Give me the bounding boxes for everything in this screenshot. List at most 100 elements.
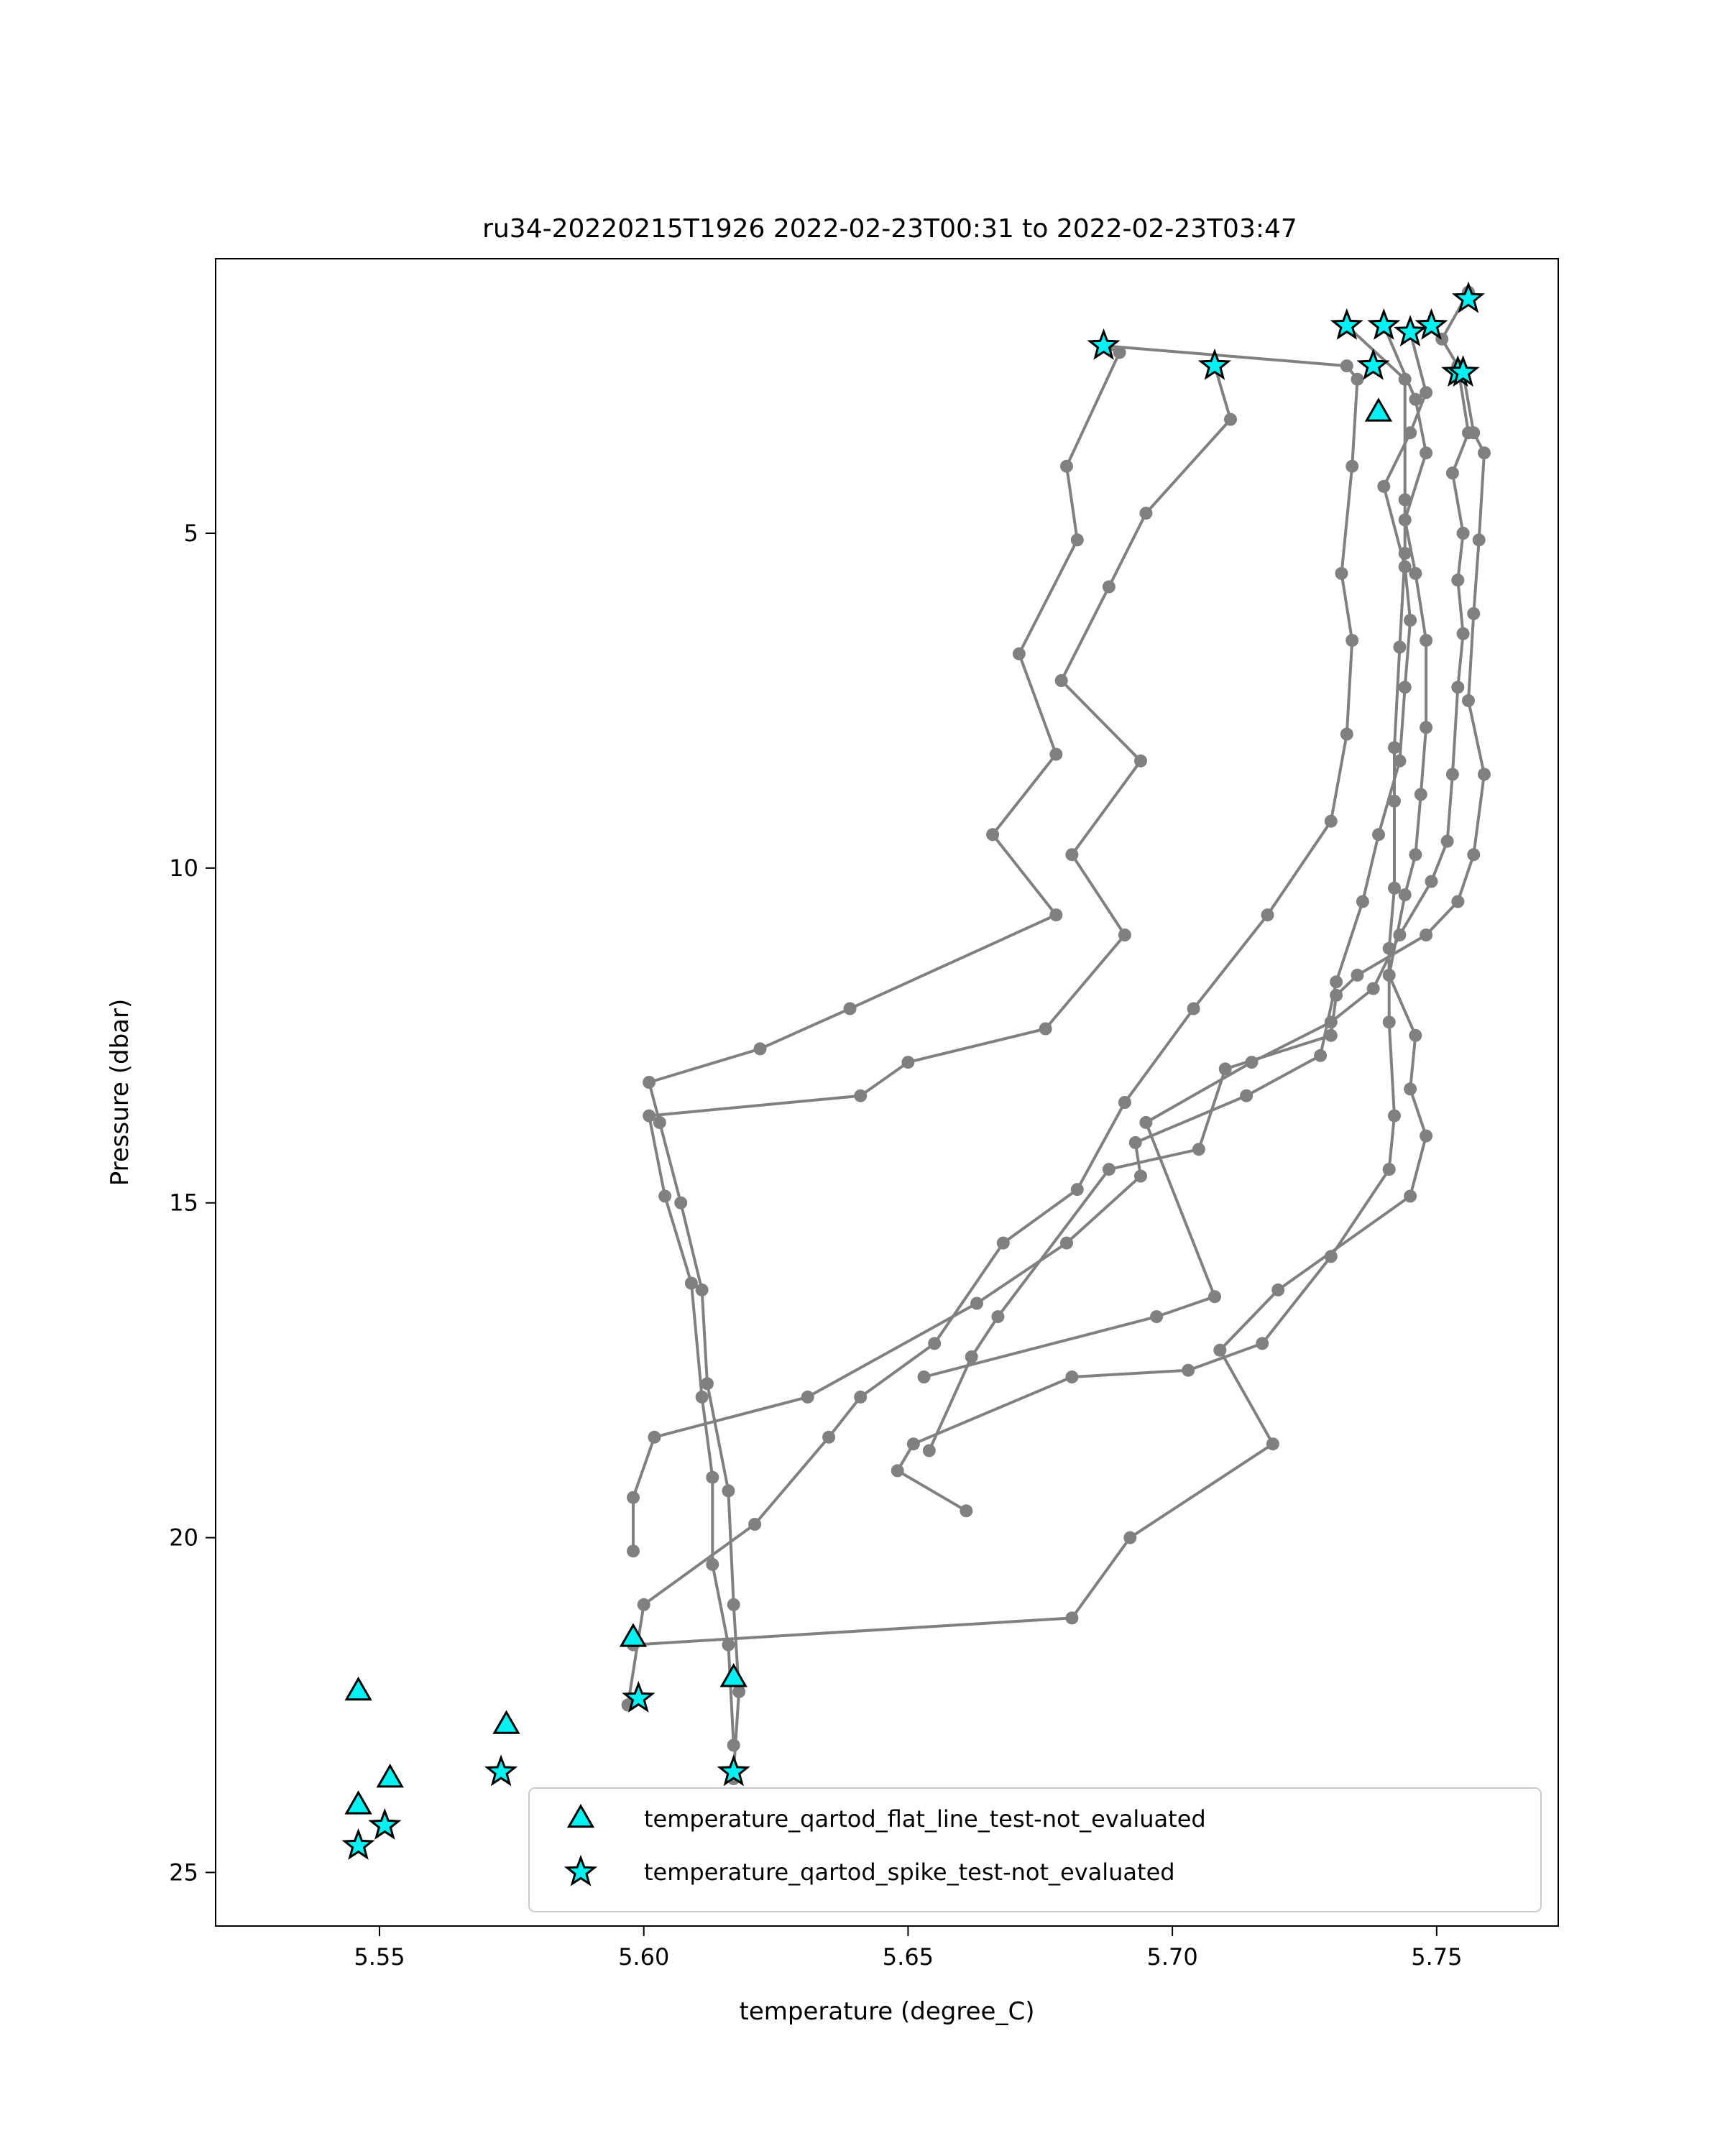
profile-point — [1224, 413, 1237, 426]
profile-point — [732, 1685, 746, 1698]
profile-point — [1054, 674, 1068, 687]
profile-point — [1314, 1049, 1328, 1062]
profile-point — [1182, 1363, 1195, 1377]
legend-star-icon — [564, 1854, 598, 1886]
profile-point — [748, 1518, 762, 1531]
y-tick-label: 20 — [169, 1524, 198, 1552]
profile-point — [1388, 1109, 1401, 1123]
profile-point — [643, 1076, 656, 1089]
profile-point — [1398, 888, 1412, 902]
profile-point — [1113, 346, 1126, 359]
profile-point — [965, 1350, 978, 1363]
legend-marker-star — [564, 1854, 598, 1886]
profile-line-4 — [896, 324, 1407, 1513]
chart-title: ru34-20220215T1926 2022-02-23T00:31 to 2… — [482, 214, 1297, 244]
profile-point — [1118, 929, 1131, 941]
profile-point — [1065, 1611, 1079, 1625]
profile-point — [1467, 426, 1481, 440]
profile-point — [1451, 895, 1465, 908]
profile-point — [854, 1390, 868, 1404]
spike-marker — [1394, 315, 1427, 347]
profile-point — [1388, 794, 1401, 808]
profile-point — [674, 1196, 688, 1210]
profile-point — [1123, 1531, 1137, 1544]
profile-point — [1356, 895, 1369, 908]
profile-point — [1456, 627, 1470, 640]
profile-point — [801, 1390, 814, 1404]
spike-marker — [484, 1754, 518, 1787]
profile-point — [1324, 814, 1338, 828]
profile-point — [1240, 1089, 1254, 1102]
profile-point — [1139, 1115, 1153, 1129]
profile-point — [1065, 848, 1079, 862]
flat-line-marker — [344, 1790, 372, 1815]
profile-point — [1256, 1337, 1269, 1350]
spike-marker — [341, 1828, 375, 1860]
plot-frame — [215, 258, 1559, 1927]
spike-marker — [1451, 281, 1486, 313]
flat-line-marker — [719, 1663, 748, 1687]
profile-point — [637, 1598, 650, 1611]
profile-point — [722, 1484, 735, 1498]
flat-line-marker — [492, 1710, 520, 1734]
profile-point — [901, 1056, 915, 1069]
profile-point — [643, 1109, 656, 1123]
profile-point — [653, 1115, 666, 1129]
profile-point — [960, 1504, 973, 1518]
flat-line-marker — [376, 1764, 404, 1788]
profile-point — [1404, 1082, 1417, 1096]
profile-point — [1012, 647, 1026, 660]
profile-point — [1445, 466, 1459, 480]
profile-point — [1393, 754, 1407, 768]
profile-point — [1398, 681, 1412, 694]
legend-marker-triangle — [566, 1803, 595, 1828]
profile-point — [1366, 982, 1380, 995]
profile-point — [1049, 747, 1063, 761]
profile-point — [1404, 1189, 1417, 1203]
spike-marker — [1367, 308, 1401, 340]
x-tick-label: 5.65 — [883, 1943, 934, 1971]
profile-point — [1340, 727, 1353, 741]
spike-marker — [368, 1807, 402, 1840]
legend: temperature_qartod_flat_line_test-not_ev… — [528, 1787, 1542, 1912]
profile-point — [727, 1738, 740, 1752]
spike-marker — [1356, 348, 1390, 380]
y-tick-label: 10 — [169, 854, 198, 882]
profile-point — [891, 1464, 904, 1478]
profile-point — [1451, 573, 1465, 587]
profile-point — [1388, 741, 1401, 755]
profile-point — [1409, 1028, 1422, 1042]
plot-area — [341, 281, 1491, 1860]
profile-point — [1372, 828, 1385, 842]
profile-point — [1139, 507, 1153, 520]
profile-point — [658, 1189, 672, 1203]
profile-point — [986, 828, 1000, 842]
profile-point — [1039, 1022, 1052, 1036]
spike-marker — [1446, 355, 1480, 387]
profile-point — [1266, 1437, 1279, 1451]
y-tick-label: 5 — [184, 520, 198, 547]
legend-box — [528, 1787, 1542, 1912]
x-axis-label: temperature (degree_C) — [740, 1997, 1035, 2026]
profile-line-1 — [648, 344, 1121, 1779]
x-tick-label: 5.55 — [354, 1943, 405, 1971]
profile-point — [1472, 533, 1486, 547]
profile-point — [1398, 513, 1412, 527]
profile-point — [843, 1002, 857, 1015]
profile-point — [684, 1276, 698, 1290]
profile-point — [1346, 634, 1359, 648]
profile-point — [1330, 975, 1343, 989]
profile-point — [1420, 1129, 1433, 1143]
profile-point — [1377, 479, 1391, 493]
profile-point — [1330, 988, 1343, 1002]
profile-point — [1118, 1096, 1131, 1109]
profile-point — [1382, 968, 1396, 982]
profile-point — [1208, 1290, 1221, 1304]
profile-point — [1382, 1015, 1396, 1029]
profile-point — [1467, 848, 1481, 862]
spike-marker — [1087, 328, 1121, 360]
profile-point — [695, 1390, 709, 1404]
profile-point — [695, 1283, 709, 1296]
flat-line-marker — [1364, 397, 1393, 422]
